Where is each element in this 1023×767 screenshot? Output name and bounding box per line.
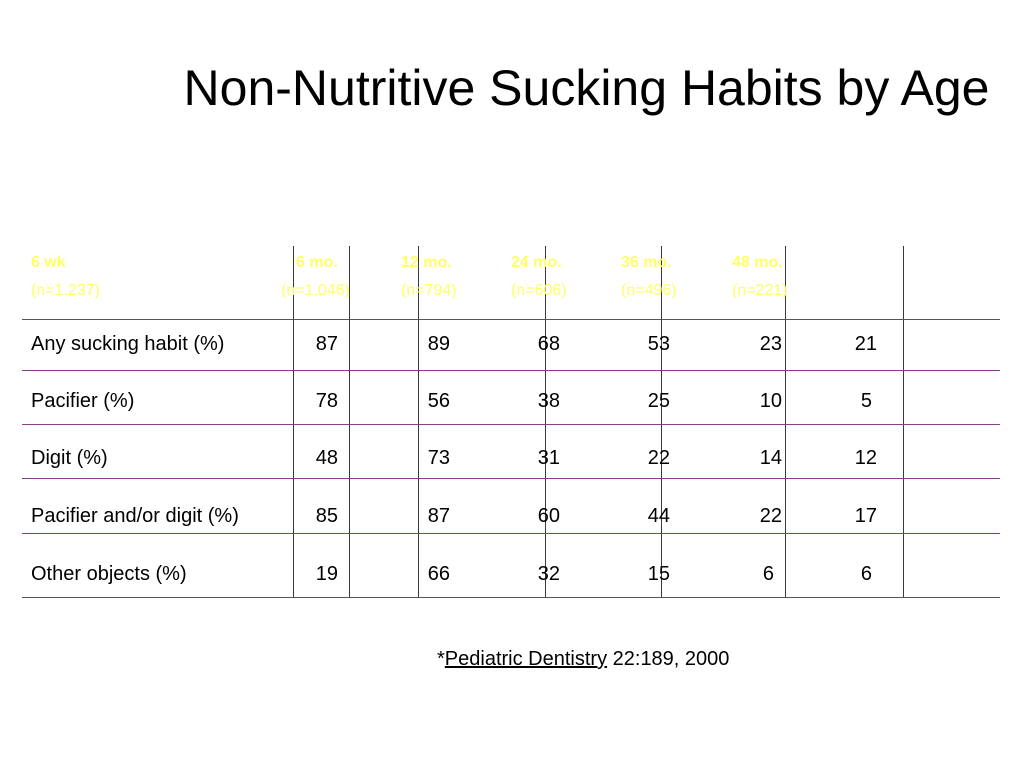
table-column-divider bbox=[418, 246, 419, 598]
row-label: Pacifier (%) bbox=[31, 390, 135, 412]
column-n-48mo: (n=221) bbox=[732, 282, 788, 299]
table-row-divider bbox=[22, 478, 1000, 479]
table-cell: 53 bbox=[647, 333, 670, 355]
table-cell: 23 bbox=[759, 333, 782, 355]
table-column-divider bbox=[661, 246, 662, 598]
table-cell: 44 bbox=[647, 505, 670, 527]
citation: *Pediatric Dentistry 22:189, 2000 bbox=[437, 648, 729, 671]
table-column-divider bbox=[903, 246, 904, 598]
table-column-divider bbox=[293, 246, 294, 598]
table-cell: 14 bbox=[759, 447, 782, 469]
row-label: Any sucking habit (%) bbox=[31, 333, 225, 355]
table-cell: 78 bbox=[315, 390, 338, 412]
table-cell: 25 bbox=[647, 390, 670, 412]
column-n-24mo: (n=606) bbox=[511, 282, 567, 299]
table-row-divider bbox=[22, 424, 1000, 425]
citation-asterisk: * bbox=[437, 648, 445, 670]
table-cell: 87 bbox=[315, 333, 338, 355]
table-column-divider bbox=[349, 246, 350, 598]
table-cell: 10 bbox=[759, 390, 782, 412]
column-header-12mo: 12 mo. bbox=[401, 254, 452, 271]
table-cell: 31 bbox=[537, 447, 560, 469]
column-n-6wk: (n=1,237) bbox=[31, 282, 100, 299]
table-column-divider bbox=[785, 246, 786, 598]
table-header-rule bbox=[22, 319, 1000, 320]
column-header-6wk: 6 wk bbox=[31, 254, 66, 271]
table-cell: 48 bbox=[315, 447, 338, 469]
table-cell: 87 bbox=[427, 505, 450, 527]
column-n-12mo: (n=794) bbox=[401, 282, 457, 299]
table-cell: 22 bbox=[759, 505, 782, 527]
table-cell: 66 bbox=[427, 563, 450, 585]
row-label: Pacifier and/or digit (%) bbox=[31, 505, 239, 527]
column-header-6mo: 6 mo. bbox=[296, 254, 338, 271]
table-column-divider bbox=[545, 246, 546, 598]
table-cell: 56 bbox=[427, 390, 450, 412]
table-cell: 21 bbox=[854, 333, 877, 355]
column-header-24mo: 24 mo. bbox=[511, 254, 562, 271]
table-cell: 12 bbox=[854, 447, 877, 469]
table-cell: 85 bbox=[315, 505, 338, 527]
table-bottom-rule bbox=[22, 597, 1000, 598]
row-label: Digit (%) bbox=[31, 447, 108, 469]
table-cell: 6 bbox=[860, 563, 872, 585]
table-row-divider bbox=[22, 370, 1000, 371]
slide-title: Non-Nutritive Sucking Habits by Age bbox=[183, 60, 990, 116]
row-label: Other objects (%) bbox=[31, 563, 187, 585]
table-cell: 38 bbox=[537, 390, 560, 412]
table-cell: 32 bbox=[537, 563, 560, 585]
column-header-36mo: 36 mo. bbox=[621, 254, 672, 271]
table-cell: 73 bbox=[427, 447, 450, 469]
citation-journal: Pediatric Dentistry bbox=[444, 648, 608, 670]
table-cell: 5 bbox=[860, 390, 872, 412]
table-cell: 19 bbox=[315, 563, 338, 585]
table-cell: 17 bbox=[854, 505, 877, 527]
table-cell: 68 bbox=[537, 333, 560, 355]
table-cell: 22 bbox=[647, 447, 670, 469]
column-n-36mo: (n=496) bbox=[621, 282, 677, 299]
table-cell: 89 bbox=[427, 333, 450, 355]
table-cell: 60 bbox=[537, 505, 560, 527]
table-row-divider bbox=[22, 533, 1000, 534]
column-header-48mo: 48 mo. bbox=[732, 254, 783, 271]
table-cell: 6 bbox=[762, 563, 774, 585]
citation-reference: 22:189, 2000 bbox=[607, 648, 730, 670]
table-cell: 15 bbox=[647, 563, 670, 585]
column-n-6mo: (n=1,046) bbox=[281, 282, 350, 299]
